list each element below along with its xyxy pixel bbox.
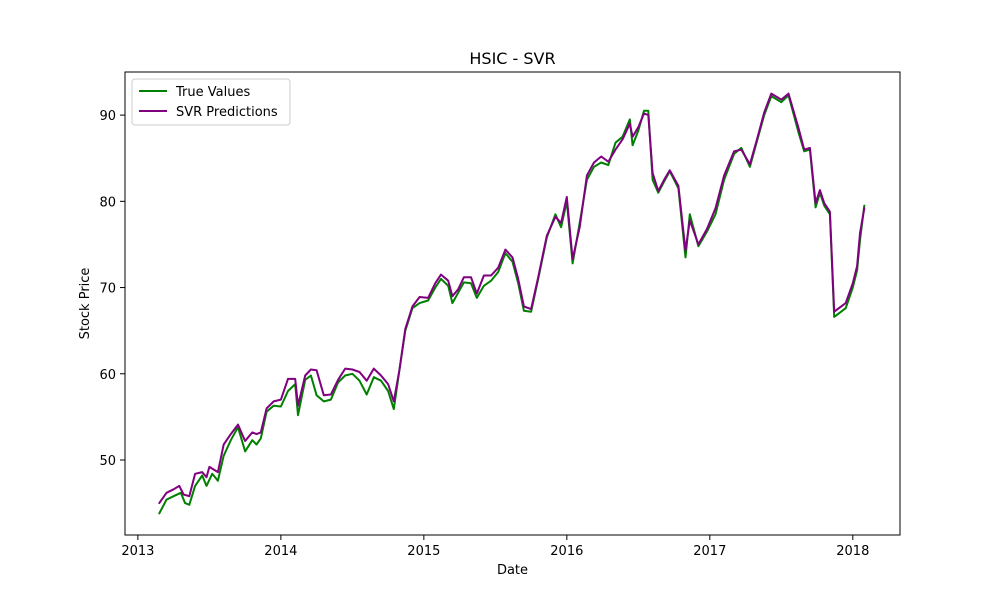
y-tick-label: 80	[99, 195, 116, 210]
x-axis: 2013 2014 2015 2016 2017 2018	[121, 535, 869, 559]
series-line-svr-predictions	[158, 92, 866, 505]
x-tick-label: 2015	[407, 544, 440, 559]
x-tick-label: 2016	[550, 544, 583, 559]
x-tick-label: 2018	[836, 544, 869, 559]
x-tick-label: 2013	[121, 544, 154, 559]
legend: True Values SVR Predictions	[131, 78, 291, 126]
y-axis: 50 60 70 80 90	[99, 109, 125, 469]
x-axis-label: Date	[497, 563, 528, 578]
y-tick-label: 50	[99, 454, 116, 469]
y-tick-label: 60	[99, 368, 116, 383]
legend-box	[131, 78, 291, 126]
legend-label-svr-predictions: SVR Predictions	[176, 105, 278, 120]
legend-label-true-values: True Values	[175, 85, 250, 100]
plot-area	[124, 71, 901, 536]
axes-frame	[124, 71, 901, 536]
y-tick-label: 90	[99, 109, 116, 124]
y-axis-label: Stock Price	[78, 268, 93, 340]
x-tick-label: 2017	[693, 544, 726, 559]
x-tick-label: 2014	[264, 544, 297, 559]
y-tick-label: 70	[99, 282, 116, 297]
chart-title: HSIC - SVR	[469, 49, 555, 68]
series-layer	[158, 92, 866, 515]
